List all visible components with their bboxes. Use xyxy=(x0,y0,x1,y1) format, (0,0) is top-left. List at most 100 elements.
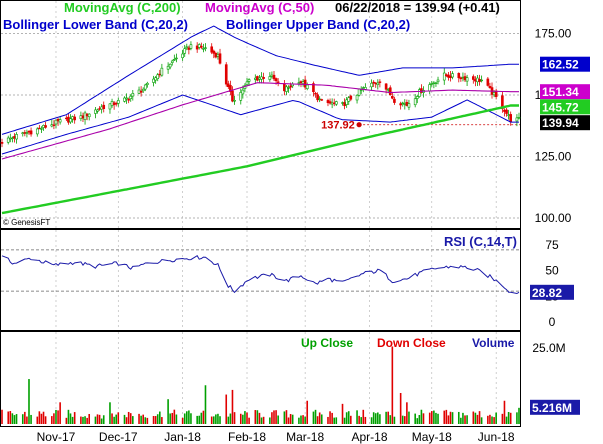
volume-bar xyxy=(420,409,423,424)
x-tick-label: Jun-18 xyxy=(478,430,515,444)
volume-bar xyxy=(67,409,70,424)
price-candle xyxy=(98,108,101,110)
volume-bar xyxy=(414,413,416,424)
price-candle xyxy=(44,125,47,128)
volume-bar xyxy=(244,411,246,424)
price-candle xyxy=(35,128,39,135)
volume-bar xyxy=(287,417,290,424)
price-candle xyxy=(96,109,99,112)
volume-bar xyxy=(433,410,435,424)
volume-bar xyxy=(277,415,279,424)
price-candle xyxy=(187,47,191,50)
price-candle xyxy=(143,84,147,90)
price-candle xyxy=(87,113,91,118)
price-candle xyxy=(129,95,133,99)
price-candle xyxy=(465,77,469,82)
badge-rsi: 28.82 xyxy=(530,284,574,300)
volume-bar xyxy=(55,409,57,424)
price-candle xyxy=(202,48,205,50)
price-candle xyxy=(224,64,228,85)
watermark: © GenesisFT xyxy=(3,218,50,227)
volume-bar xyxy=(447,415,450,424)
price-candle xyxy=(430,83,434,85)
volume-bar xyxy=(11,413,14,424)
volume-bar xyxy=(26,416,28,424)
volume-bar xyxy=(57,410,59,424)
price-candle xyxy=(343,102,346,107)
badge-rsi-text: 28.82 xyxy=(532,286,562,300)
volume-bar xyxy=(435,412,437,424)
volume-bar xyxy=(202,410,205,424)
badge-close-text: 139.94 xyxy=(542,116,579,130)
price-candle xyxy=(23,132,27,134)
price-candle xyxy=(214,53,218,58)
volume-legend-volume: Volume xyxy=(472,336,515,350)
price-candle xyxy=(341,102,344,104)
price-candle xyxy=(476,77,479,83)
price-candle xyxy=(146,82,149,85)
price-candle xyxy=(241,89,245,95)
price-candle xyxy=(116,100,120,104)
price-candle xyxy=(233,100,236,102)
price-panel xyxy=(0,0,521,229)
price-candle xyxy=(318,98,321,101)
volume-bar xyxy=(362,409,365,424)
price-candle xyxy=(29,130,33,135)
bollinger-lower-line xyxy=(1,94,519,155)
price-candle xyxy=(38,127,41,130)
volume-bar xyxy=(341,403,344,424)
volume-bar xyxy=(275,410,277,424)
price-candle xyxy=(274,78,278,82)
price-candle xyxy=(42,125,45,128)
price-candle xyxy=(507,114,510,116)
volume-bar xyxy=(21,414,24,424)
volume-bar xyxy=(138,413,140,424)
bb-lower-legend: Bollinger Lower Band (C,20,2) xyxy=(3,17,188,32)
price-candle xyxy=(501,95,504,110)
price-candle xyxy=(73,116,76,121)
volume-bar xyxy=(146,417,149,424)
volume-bar xyxy=(509,412,512,424)
volume-bar xyxy=(258,412,261,424)
price-candle xyxy=(326,100,330,104)
price-candle xyxy=(6,137,10,143)
price-candle xyxy=(8,137,12,140)
volume-bar xyxy=(152,415,155,424)
price-candle xyxy=(52,124,56,126)
volume-bar xyxy=(73,412,76,424)
x-tick-label: Jan-18 xyxy=(164,430,201,444)
price-candle xyxy=(314,92,317,95)
price-candle xyxy=(131,93,135,97)
volume-bar xyxy=(314,409,317,424)
price-candle xyxy=(85,113,89,117)
price-candle xyxy=(303,79,307,88)
volume-bar xyxy=(505,416,508,424)
volume-bar xyxy=(269,417,271,424)
volume-bar xyxy=(493,417,495,424)
price-candle xyxy=(436,79,440,83)
volume-bar xyxy=(173,409,176,424)
price-candle xyxy=(40,128,43,130)
volume-bar xyxy=(200,412,203,424)
price-candle xyxy=(245,81,249,85)
volume-bar xyxy=(30,414,32,424)
volume-bar xyxy=(161,417,163,424)
volume-bar xyxy=(69,413,72,424)
bb-upper-legend: Bollinger Upper Band (C,20,2) xyxy=(226,17,410,32)
volume-bar xyxy=(472,411,475,424)
volume-bar xyxy=(246,412,248,424)
volume-bar xyxy=(379,414,381,424)
price-candle xyxy=(364,87,367,90)
price-candle xyxy=(413,98,417,106)
volume-y-tick-label: 25.0M xyxy=(532,341,565,355)
rsi-series xyxy=(1,255,520,295)
price-candle xyxy=(355,94,359,101)
price-candle xyxy=(185,46,189,49)
volume-bar xyxy=(198,415,201,424)
price-candle xyxy=(370,82,373,88)
price-candle xyxy=(258,77,261,80)
volume-bar xyxy=(418,415,421,424)
price-candle xyxy=(330,102,334,105)
volume-bar xyxy=(393,416,396,424)
volume-bar xyxy=(491,416,493,424)
